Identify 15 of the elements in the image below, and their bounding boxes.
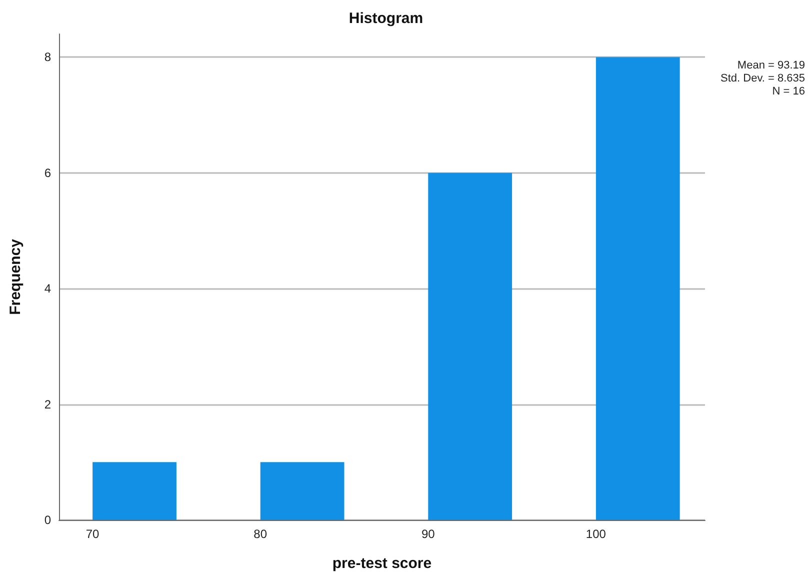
chart-title: Histogram: [348, 10, 424, 27]
x-tick-label: 80: [254, 527, 268, 541]
y-tick-label: 2: [44, 397, 52, 412]
text: N = 16: [772, 86, 806, 98]
x-tick-label: 90: [421, 527, 436, 541]
x-tick-label: 70: [86, 527, 100, 541]
y-tick-label: 6: [44, 166, 52, 180]
text: Mean = 93.19: [737, 60, 806, 72]
y-tick-label: 0: [44, 513, 52, 527]
y-tick-label: 8: [44, 50, 52, 64]
text: Std. Dev. = 8.635: [720, 72, 806, 84]
x-tick-label: 100: [586, 527, 606, 541]
x-axis-title: pre-test score: [332, 555, 432, 572]
y-axis-title: Frequency: [7, 238, 24, 315]
y-tick-label: 4: [44, 282, 52, 296]
